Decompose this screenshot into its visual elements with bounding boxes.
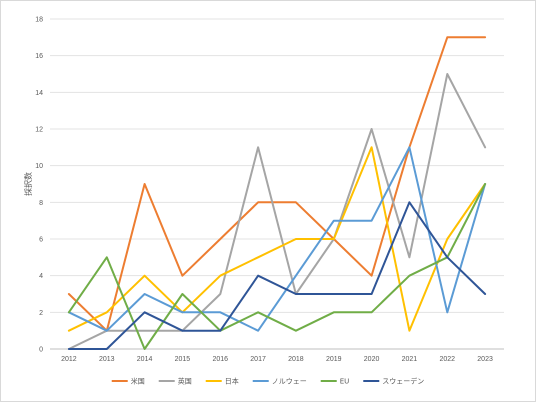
y-tick-label: 6	[39, 237, 43, 244]
y-tick-label: 2	[39, 310, 43, 317]
legend-item-5: スウェーデン	[363, 377, 424, 386]
series-line-4	[67, 183, 487, 350]
legend-label: 日本	[225, 377, 239, 386]
legend-item-4: EU	[320, 378, 350, 386]
y-axis-title: 採択数	[23, 172, 33, 196]
x-tick-label: 2020	[364, 356, 380, 363]
series-line-5	[67, 201, 487, 350]
legend-item-2: 日本	[205, 377, 239, 386]
x-tick-label: 2018	[288, 356, 304, 363]
y-tick-label: 12	[35, 127, 43, 134]
y-tick-label: 14	[35, 90, 43, 97]
x-axis-ticks: 2012 2013 2014 2015 2016 2017 2018 2019 2020 2021…	[61, 356, 493, 363]
series-line-0	[67, 36, 487, 332]
y-tick-label: 4	[39, 273, 43, 280]
x-tick-label: 2023	[477, 356, 493, 363]
legend-label: EU	[340, 378, 350, 386]
y-axis-ticks: 0 2 4 6 8 10 12 14 16 18	[35, 17, 43, 354]
legend-label: ノルウェー	[272, 378, 307, 386]
x-tick-label: 2016	[212, 356, 228, 363]
series-line-1	[67, 73, 487, 350]
legend-label: 英国	[178, 377, 192, 386]
series-lines	[67, 36, 487, 350]
legend-label: スウェーデン	[382, 377, 424, 386]
legend-item-3: ノルウェー	[252, 378, 307, 386]
series-line-2	[67, 146, 487, 332]
x-tick-label: 2013	[99, 356, 115, 363]
legend-item-0: 米国	[111, 377, 145, 386]
legend-item-1: 英国	[158, 377, 192, 386]
y-tick-label: 0	[39, 347, 43, 354]
x-tick-label: 2014	[137, 356, 153, 363]
x-tick-label: 2012	[61, 356, 77, 363]
y-tick-label: 16	[35, 53, 43, 60]
x-tick-label: 2019	[326, 356, 342, 363]
y-tick-label: 18	[35, 17, 43, 24]
y-tick-label: 8	[39, 200, 43, 207]
series-line-3	[67, 146, 487, 332]
x-tick-label: 2017	[250, 356, 266, 363]
legend: 米国 英国 日本 ノルウェー EU スウェーデン	[111, 377, 424, 386]
y-tick-label: 10	[35, 163, 43, 170]
x-tick-label: 2022	[439, 356, 455, 363]
x-tick-label: 2015	[175, 356, 191, 363]
x-tick-label: 2021	[402, 356, 418, 363]
legend-label: 米国	[131, 377, 145, 386]
